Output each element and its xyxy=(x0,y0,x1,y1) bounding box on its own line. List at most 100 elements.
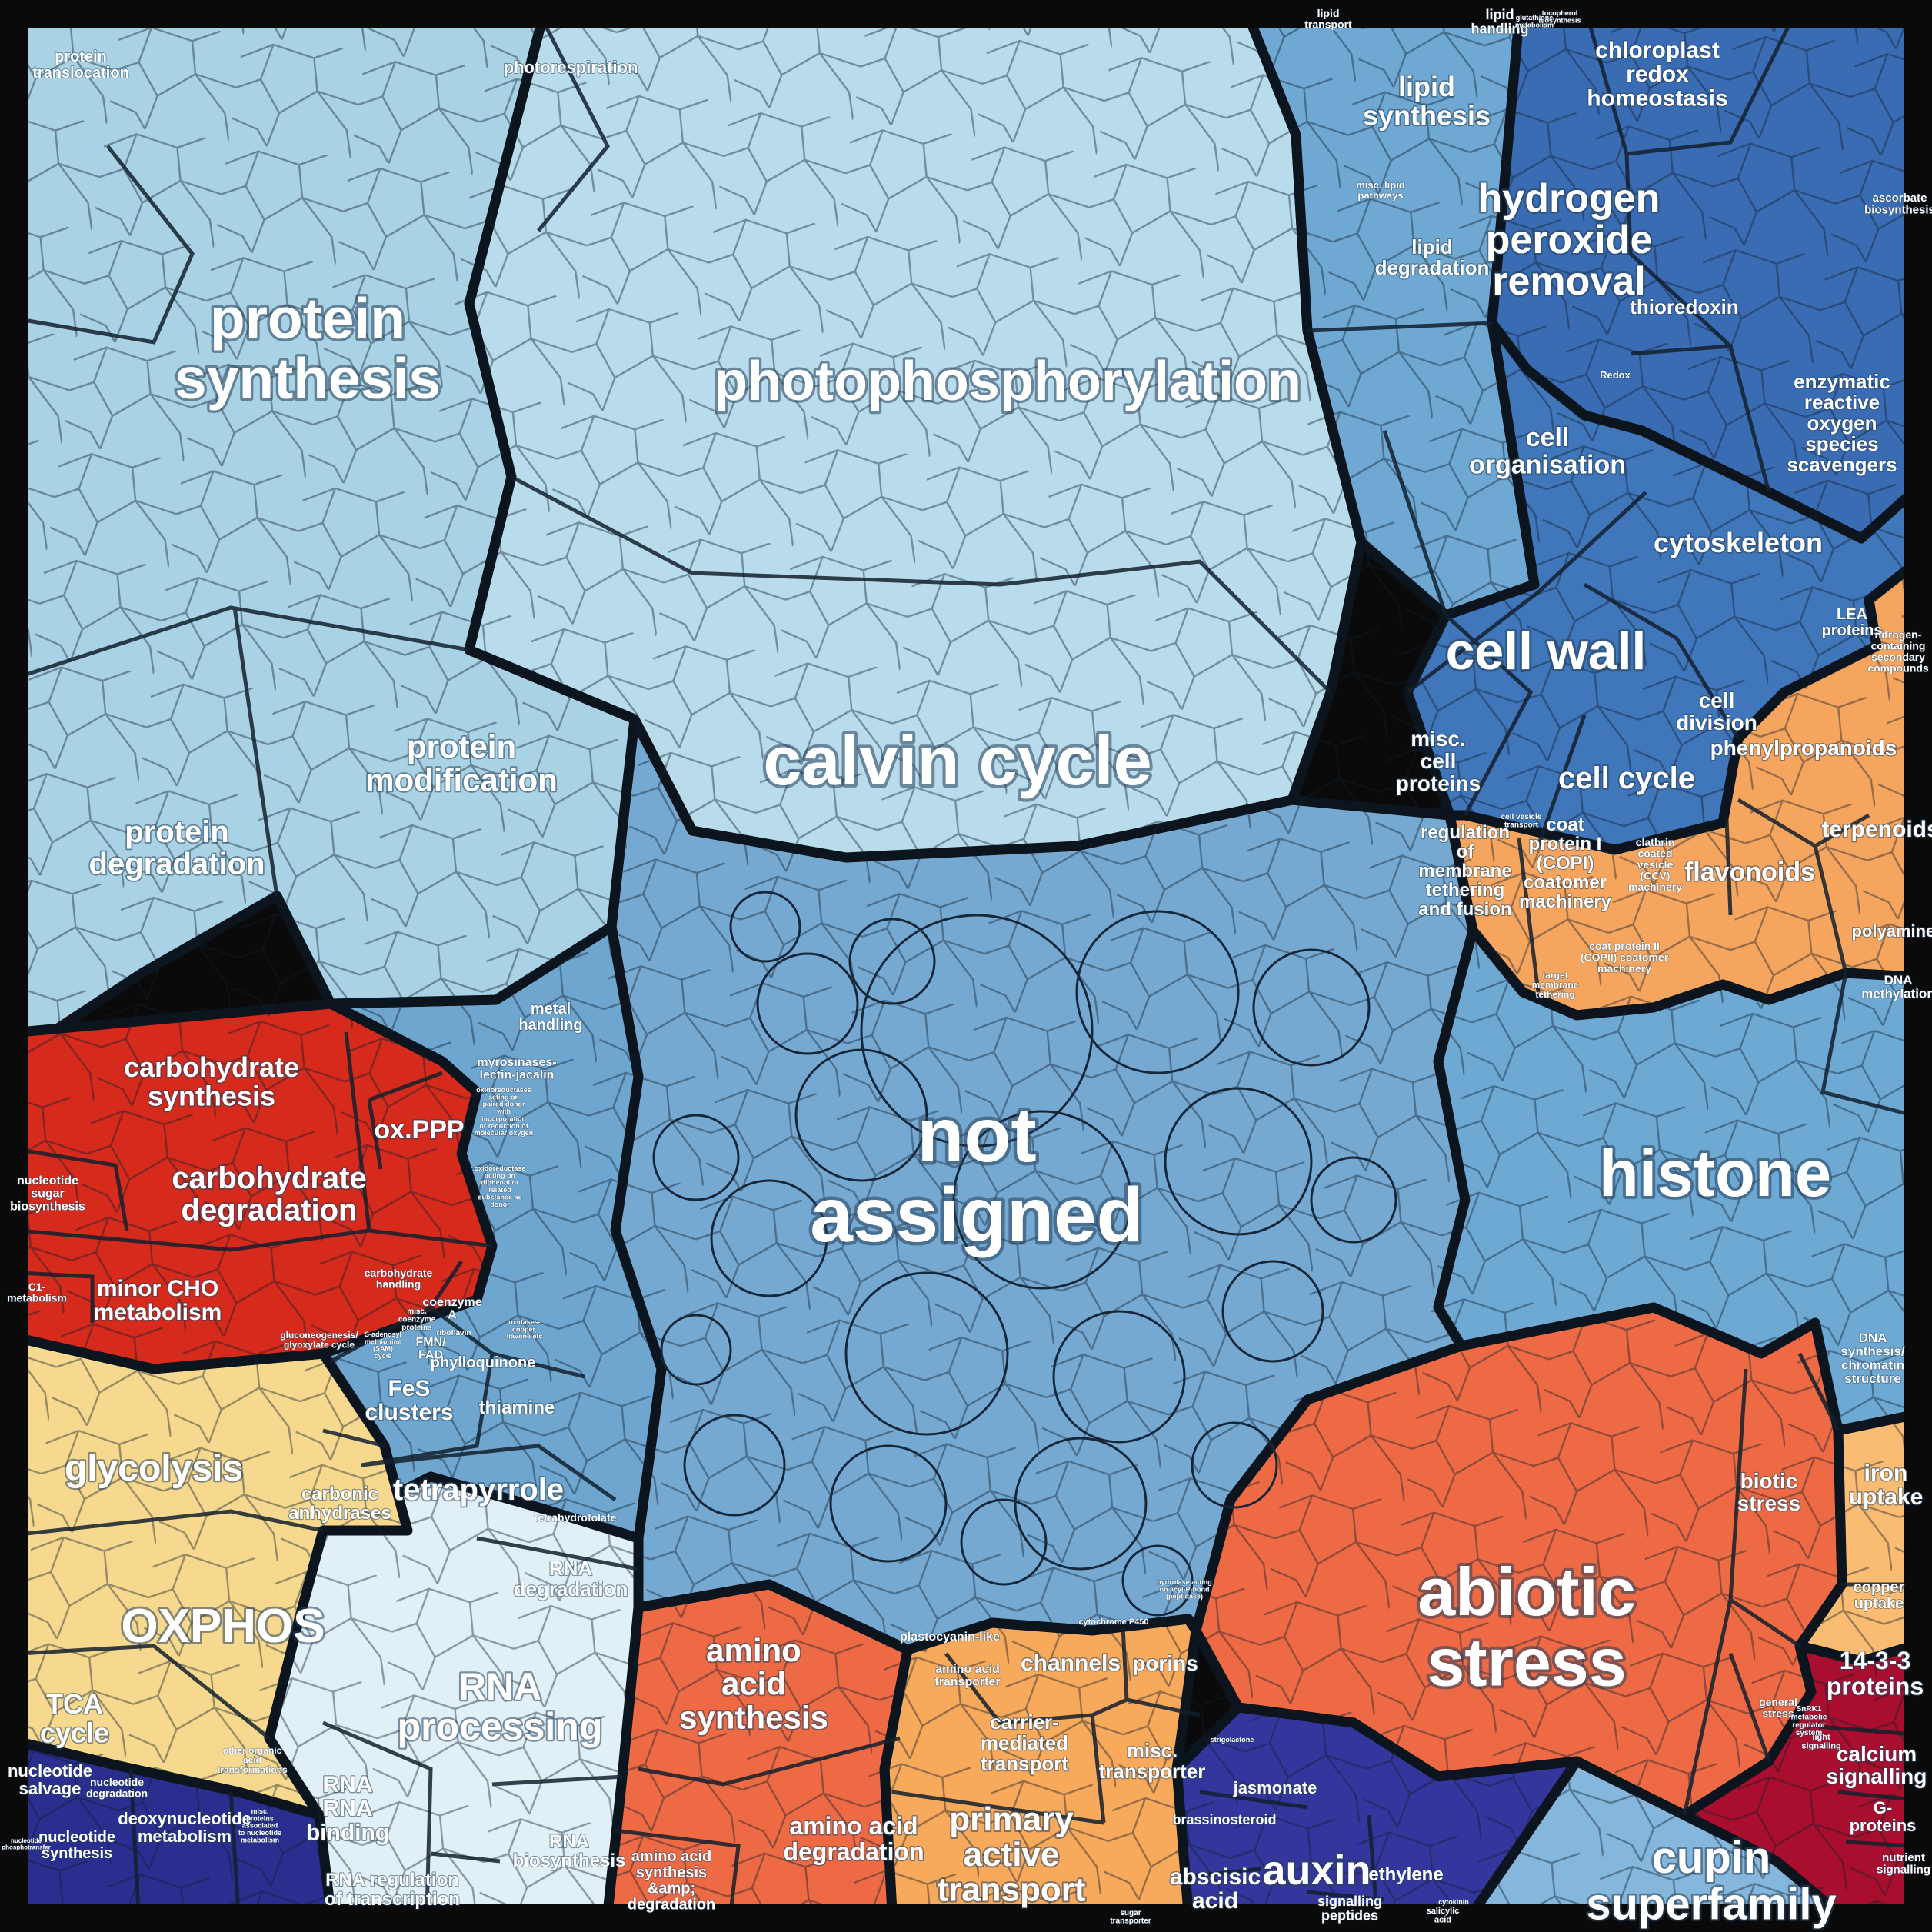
label-terpenoids: terpenoids xyxy=(1821,817,1932,842)
label-glycolysis: glycolysis xyxy=(65,1448,243,1489)
label-plastocyanin-like: plastocyanin-like xyxy=(900,1631,1000,1644)
label-minor-cho-metabolism: minor CHO metabolism xyxy=(94,1276,222,1325)
label-tetrahydrofolate: tetrahydrofolate xyxy=(535,1511,617,1524)
label-misc-transporter: misc. transporter xyxy=(1099,1739,1206,1783)
label-metal-handling: metal handling xyxy=(518,1001,582,1034)
label-rna-biosynthesis: RNA biosynthesis xyxy=(513,1831,626,1871)
label-cytochrome-p450: cytochrome P450 xyxy=(1078,1617,1148,1627)
label-tca-cycle: TCA cycle xyxy=(40,1688,109,1748)
label-copi-coatomer: coat protein I (COPI) coatomer machinery xyxy=(1519,814,1612,912)
label-tetrapyrrole: tetrapyrrole xyxy=(393,1473,564,1507)
label-light-signalling: light signalling xyxy=(1801,1733,1840,1750)
label-phenylpropanoids: phenylpropanoids xyxy=(1710,736,1897,760)
subregion-borders xyxy=(18,18,1914,1914)
label-chloroplast-redox-homeostasis: chloroplast redox homeostasis xyxy=(1587,38,1727,111)
label-strigolactone: strigolactone xyxy=(1211,1736,1254,1744)
label-g-proteins: G-proteins xyxy=(1850,1798,1917,1835)
label-auxin: auxin xyxy=(1262,1847,1371,1894)
label-regulation-membrane-tethering: regulation of membrane tethering and fusion xyxy=(1418,822,1511,920)
label-amino-acid-synthesis: amino acid synthesis xyxy=(679,1632,828,1735)
label-carbohydrate-degradation: carbohydrate degradation xyxy=(172,1161,366,1227)
label-c1-metabolism: C1-metabolism xyxy=(7,1281,67,1304)
label-lipid-transport: lipid transport xyxy=(1304,7,1352,31)
label-cell-organisation: cell organisation xyxy=(1469,423,1626,479)
label-tocopherol-biosynthesis: tocopherol biosynthesis xyxy=(1538,9,1581,24)
label-not-assigned: not assigned xyxy=(810,1092,1144,1258)
label-cupin-superfamily: cupin superfamily xyxy=(1586,1833,1837,1929)
label-sugar-transporter: sugar transporter xyxy=(1110,1909,1151,1925)
label-nucleotide-salvage: nucleotide salvage xyxy=(8,1761,92,1798)
label-channels: channels xyxy=(1021,1651,1121,1676)
label-general-stress: general stress xyxy=(1759,1696,1797,1720)
label-oxidases-copper-flavone: oxidases-copper, flavone etc xyxy=(506,1318,542,1341)
label-nucleotide-synthesis: nucleotide synthesis xyxy=(38,1829,115,1862)
label-primary-active-transport: primary active transport xyxy=(937,1800,1085,1909)
label-amino-acid-transporter: amino acid transporter xyxy=(934,1663,1000,1689)
label-flavonoids: flavonoids xyxy=(1684,858,1815,887)
label-salicylic-acid: salicylic acid xyxy=(1427,1907,1460,1924)
label-lipid-degradation: lipid degradation xyxy=(1375,235,1490,279)
label-thioredoxin: thioredoxin xyxy=(1630,295,1739,318)
label-coenzyme-a: coenzyme A xyxy=(422,1296,481,1322)
label-nucleotide-phosphotransfer: nucleotide phosphotransfer xyxy=(2,1837,51,1850)
label-misc-cell-proteins: misc. cell proteins xyxy=(1396,727,1481,795)
label-thiamine: thiamine xyxy=(479,1397,555,1418)
label-fes-clusters: FeS clusters xyxy=(365,1376,453,1425)
label-oxidoreductases-paired-donor: oxidoreductases acting on paired donor with… xyxy=(475,1086,534,1137)
label-misc-coenzyme-proteins: misc. coenzyme proteins xyxy=(398,1307,436,1332)
label-histone: histone xyxy=(1599,1138,1831,1211)
label-calcium-signalling: calcium signalling xyxy=(1827,1742,1927,1788)
label-carrier-mediated-transport: carrier-mediated transport xyxy=(981,1710,1068,1775)
label-myrosinases-lectin-jacalin: myrosinases-lectin-jacalin xyxy=(477,1056,556,1082)
label-photorespiration: photorespiration xyxy=(504,58,638,77)
label-abiotic-stress: abiotic stress xyxy=(1417,1554,1636,1700)
label-photophosphorylation: photophosphorylation xyxy=(714,351,1301,412)
label-rna-rna-binding: RNA RNA binding xyxy=(306,1772,389,1845)
label-ascorbate-biosynthesis: ascorbate biosynthesis xyxy=(1864,192,1932,217)
label-cell-wall: cell wall xyxy=(1446,622,1647,681)
label-biotic-stress: biotic stress xyxy=(1737,1469,1801,1515)
label-misc-lipid-pathways: misc. lipid pathways xyxy=(1356,179,1405,202)
label-sam-cycle: S-adenosyl methionine (SAM) cycle xyxy=(365,1331,401,1360)
label-protein-degradation: protein degradation xyxy=(89,815,265,881)
label-amino-acid-degradation: amino acid degradation xyxy=(783,1812,924,1865)
label-protein-synthesis: protein synthesis xyxy=(175,286,441,411)
label-copper-uptake: copper uptake xyxy=(1854,1579,1905,1612)
label-brassinosteroid: brassinosteroid xyxy=(1172,1812,1276,1827)
label-lipid-handling: lipid handling xyxy=(1471,7,1529,37)
label-signalling-peptides: signalling peptides xyxy=(1317,1894,1382,1924)
label-cytoskeleton: cytoskeleton xyxy=(1654,527,1823,558)
label-protein-modification: protein modification xyxy=(365,728,558,798)
label-lea-proteins: LEA proteins xyxy=(1822,606,1883,639)
label-calvin-cycle: calvin cycle xyxy=(763,723,1151,800)
label-phylloquinone: phylloquinone xyxy=(431,1354,536,1371)
label-misc-proteins-nucleotide: misc. proteins associated to nucleotide meta… xyxy=(238,1807,281,1844)
label-snrk1-system: SnRK1 metabolic regulator system xyxy=(1791,1705,1827,1737)
label-enzymatic-ros-scavengers: enzymatic reactive oxygen species scavengers xyxy=(1787,370,1897,476)
label-protein-translocation: protein translocation xyxy=(32,48,129,82)
label-abscisic-acid: abscisic acid xyxy=(1170,1864,1261,1914)
label-oxphos: OXPHOS xyxy=(121,1600,325,1653)
label-dna-synthesis-chromatin: DNA synthesis/chromatin structure xyxy=(1840,1331,1904,1386)
label-nitrogen-containing-secondary-compounds: nitrogen-containing secondary compounds xyxy=(1867,628,1929,675)
label-carbohydrate-synthesis: carbohydrate synthesis xyxy=(124,1051,299,1111)
label-amino-acid-synthesis-amp-degradation: amino acid synthesis &amp; degradation xyxy=(628,1848,715,1913)
label-hydrolase-acyl-p-bond: hydrolase acting on acyl-P-bond (peptidase… xyxy=(1157,1578,1212,1601)
label-riboflavin: riboflavin xyxy=(436,1329,471,1337)
label-14-3-3-proteins: 14-3-3 proteins xyxy=(1827,1647,1924,1700)
label-other-organic-acid-transformations: other organic acid transformations xyxy=(217,1745,288,1775)
label-glutathione-metabolism: glutathione metabolism xyxy=(1515,14,1554,28)
label-copii-coatomer: coat protein II (COPII) coatomer machinery xyxy=(1581,940,1669,974)
label-carbonic-anhydrases: carbonic anhydrases xyxy=(288,1484,391,1524)
label-polyamines: polyamines xyxy=(1851,921,1932,941)
label-nucleotide-sugar-biosynthesis: nucleotide sugar biosynthesis xyxy=(10,1174,85,1213)
label-jasmonate: jasmonate xyxy=(1233,1778,1317,1797)
label-ccv-machinery: clathrin coated vesicle (CCV) machinery xyxy=(1628,836,1682,893)
label-oxidoreductase-diphenol: oxidoreductase acting on diphenol or relate… xyxy=(475,1164,526,1208)
label-hydrogen-peroxide-removal: hydrogen peroxide removal xyxy=(1478,176,1661,304)
label-rna-degradation: RNA degradation xyxy=(514,1557,628,1601)
label-nucleotide-degradation: nucleotide degradation xyxy=(86,1776,148,1800)
